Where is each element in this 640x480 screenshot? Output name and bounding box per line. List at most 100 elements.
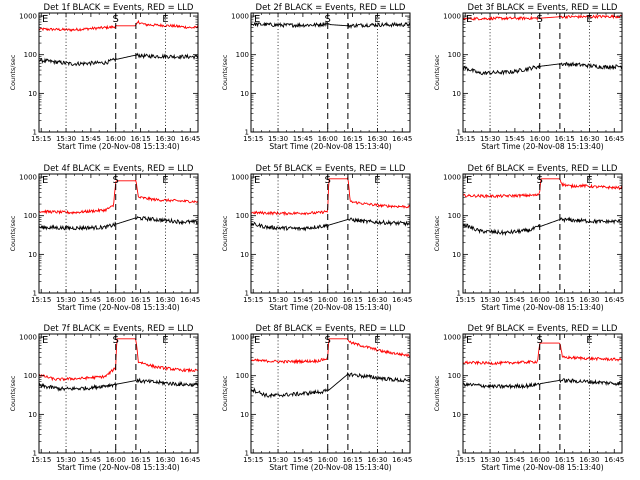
x-tick-label: 16:45 xyxy=(180,135,200,143)
event-marker-e: E xyxy=(42,335,48,346)
y-tick-label: 10 xyxy=(452,90,461,98)
y-tick-label: 100 xyxy=(24,51,37,59)
x-tick-label: 16:15 xyxy=(342,135,362,143)
x-tick-label: 15:45 xyxy=(505,135,525,143)
x-tick-label: 16:30 xyxy=(579,135,599,143)
panel-title: Det 3f BLACK = Events, RED = LLD xyxy=(468,3,618,13)
x-tick-label: 16:30 xyxy=(367,456,387,464)
event-marker-e: E xyxy=(466,175,472,186)
lld-series-line xyxy=(250,338,411,365)
x-tick-label: 16:15 xyxy=(342,456,362,464)
x-tick-label: 16:30 xyxy=(579,296,599,304)
x-tick-label: 16:15 xyxy=(554,456,574,464)
plot-frame xyxy=(462,12,623,133)
x-axis-label: Start Time (20-Nov-08 15:13:40) xyxy=(269,303,391,312)
x-tick-label: 16:45 xyxy=(180,296,200,304)
x-tick-label: 15:15 xyxy=(31,296,51,304)
event-marker-s: S xyxy=(537,14,543,25)
y-tick-label: 1000 xyxy=(231,334,249,342)
event-marker-e: E xyxy=(466,335,472,346)
x-axis-label: Start Time (20-Nov-08 15:13:40) xyxy=(57,142,179,151)
x-axis-label: Start Time (20-Nov-08 15:13:40) xyxy=(269,463,391,472)
x-axis-label: Start Time (20-Nov-08 15:13:40) xyxy=(57,303,179,312)
x-axis-label: Start Time (20-Nov-08 15:13:40) xyxy=(481,142,603,151)
x-tick-label: 16:45 xyxy=(604,135,624,143)
plot-frame xyxy=(250,333,411,454)
event-marker-s: S xyxy=(325,14,331,25)
event-marker-s: S xyxy=(325,175,331,186)
y-tick-label: 10 xyxy=(28,90,37,98)
panel-title: Det 7f BLACK = Events, RED = LLD xyxy=(44,324,194,334)
y-tick-label: 1 xyxy=(457,290,461,298)
events-series-line xyxy=(38,377,199,392)
x-tick-label: 15:45 xyxy=(81,296,101,304)
x-tick-label: 16:15 xyxy=(342,296,362,304)
y-tick-label: 1 xyxy=(245,450,249,458)
x-tick-label: 15:15 xyxy=(455,456,475,464)
y-axis-label: Counts/sec xyxy=(433,375,441,411)
x-tick-label: 16:00 xyxy=(318,135,338,143)
event-marker-s: S xyxy=(325,335,331,346)
x-tick-label: 15:45 xyxy=(293,296,313,304)
event-marker-s: S xyxy=(113,14,119,25)
x-tick-label: 16:15 xyxy=(130,135,150,143)
y-tick-label: 100 xyxy=(448,212,461,220)
x-tick-label: 15:45 xyxy=(293,456,313,464)
event-marker-e: E xyxy=(162,14,168,25)
x-tick-label: 16:30 xyxy=(367,135,387,143)
x-tick-label: 15:15 xyxy=(455,135,475,143)
y-tick-label: 1000 xyxy=(19,13,37,21)
x-tick-label: 16:45 xyxy=(392,296,412,304)
lld-series-line xyxy=(462,178,623,199)
event-marker-s: S xyxy=(113,175,119,186)
x-tick-label: 15:30 xyxy=(480,135,500,143)
x-tick-label: 16:30 xyxy=(367,296,387,304)
x-tick-label: 16:00 xyxy=(106,296,126,304)
x-axis-label: Start Time (20-Nov-08 15:13:40) xyxy=(57,463,179,472)
x-axis-label: Start Time (20-Nov-08 15:13:40) xyxy=(269,142,391,151)
x-tick-label: 16:00 xyxy=(106,456,126,464)
x-tick-label: 15:15 xyxy=(455,296,475,304)
y-tick-label: 10 xyxy=(28,251,37,259)
x-tick-label: 15:15 xyxy=(243,456,263,464)
events-series-line xyxy=(38,215,199,232)
x-tick-label: 16:30 xyxy=(155,456,175,464)
x-tick-label: 15:45 xyxy=(81,135,101,143)
lld-series-line xyxy=(462,14,623,22)
plot-frame xyxy=(462,333,623,454)
lld-series-line xyxy=(38,338,199,382)
x-tick-label: 15:30 xyxy=(268,135,288,143)
y-tick-label: 100 xyxy=(236,51,249,59)
x-tick-label: 16:15 xyxy=(130,296,150,304)
y-tick-label: 100 xyxy=(448,372,461,380)
event-marker-e: E xyxy=(586,14,592,25)
x-tick-label: 15:30 xyxy=(56,456,76,464)
panel-3: Det 3f BLACK = Events, RED = LLD 1 10 100 10… xyxy=(433,3,624,151)
events-series-line xyxy=(462,216,623,237)
panel-title: Det 5f BLACK = Events, RED = LLD xyxy=(256,164,406,174)
event-marker-e: E xyxy=(254,335,260,346)
x-tick-label: 16:15 xyxy=(554,296,574,304)
x-axis-label: Start Time (20-Nov-08 15:13:40) xyxy=(481,303,603,312)
event-marker-e: E xyxy=(254,14,260,25)
event-marker-e: E xyxy=(42,14,48,25)
y-tick-label: 1 xyxy=(245,290,249,298)
panel-title: Det 6f BLACK = Events, RED = LLD xyxy=(468,164,618,174)
x-tick-label: 15:30 xyxy=(56,296,76,304)
y-axis-label: Counts/sec xyxy=(221,375,229,411)
lld-series-line xyxy=(462,342,623,367)
y-axis-label: Counts/sec xyxy=(433,54,441,90)
y-tick-label: 1000 xyxy=(443,334,461,342)
x-tick-label: 15:15 xyxy=(31,456,51,464)
y-tick-label: 10 xyxy=(452,411,461,419)
y-tick-label: 10 xyxy=(240,251,249,259)
y-tick-label: 1 xyxy=(245,129,249,137)
panel-title: Det 8f BLACK = Events, RED = LLD xyxy=(256,324,406,334)
event-marker-e: E xyxy=(162,335,168,346)
panel-2: Det 2f BLACK = Events, RED = LLD 1 10 100 10… xyxy=(221,3,412,151)
lld-series-line xyxy=(38,19,199,33)
y-tick-label: 1 xyxy=(33,450,37,458)
x-tick-label: 16:45 xyxy=(180,456,200,464)
x-tick-label: 16:00 xyxy=(530,135,550,143)
